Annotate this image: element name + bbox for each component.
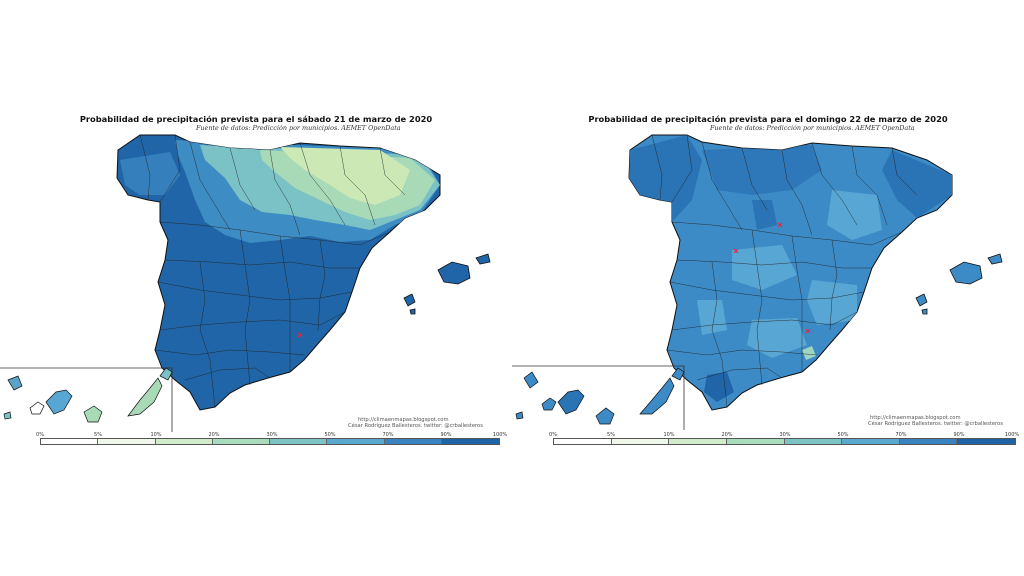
legend-label: 20%	[208, 432, 220, 438]
legend-label: 30%	[779, 432, 791, 438]
legend-label: 10%	[663, 432, 675, 438]
precipitation-map-sunday	[512, 134, 1003, 430]
legend-label: 90%	[440, 432, 452, 438]
legend-swatch	[384, 439, 442, 444]
mainland-spain-shape	[628, 134, 953, 411]
legend-color-bar	[553, 438, 1016, 445]
province-borders	[139, 134, 406, 408]
balearic-islands	[403, 253, 491, 315]
credit-url: http://climaenmapas.blogspot.com	[358, 417, 449, 423]
legend-label: 30%	[266, 432, 278, 438]
precipitation-map-saturday	[0, 134, 491, 432]
legend-label: 70%	[382, 432, 394, 438]
legend-swatch	[41, 439, 99, 444]
credit-url: http://climaenmapas.blogspot.com	[870, 415, 961, 421]
legend-swatch	[327, 439, 385, 444]
map-title: Probabilidad de precipitación prevista p…	[79, 114, 433, 124]
legend-label: 100%	[492, 432, 508, 438]
legend-swatch	[611, 439, 670, 444]
map-subtitle: Fuente de datos: Predicción por municipi…	[196, 124, 401, 132]
legend-swatch	[270, 439, 328, 444]
mainland-spain-shape	[116, 134, 441, 411]
legend-label: 5%	[94, 432, 102, 438]
legend-label: 0%	[36, 432, 44, 438]
canary-islands-inset	[512, 365, 685, 430]
map-panel-sunday: Probabilidad de precipitación prevista p…	[512, 0, 1024, 576]
legend-swatch	[441, 439, 499, 444]
legend-label: 50%	[324, 432, 336, 438]
credit-author: César Rodríguez Ballesteros. twitter: @c…	[348, 423, 483, 429]
legend-swatch	[212, 439, 270, 444]
legend-label: 90%	[953, 432, 965, 438]
legend-swatch	[784, 439, 843, 444]
credit-author: César Rodríguez Ballesteros. twitter: @c…	[868, 421, 1003, 427]
legend-swatch	[726, 439, 785, 444]
legend-swatch	[98, 439, 156, 444]
canary-islands-inset	[0, 367, 173, 432]
legend-label: 10%	[150, 432, 162, 438]
legend-swatch	[842, 439, 900, 444]
legend-color-bar	[40, 438, 500, 445]
legend-swatch	[899, 439, 958, 444]
legend-swatch	[957, 439, 1015, 444]
province-borders	[651, 134, 918, 408]
legend-label: 70%	[895, 432, 907, 438]
map-panel-saturday: Probabilidad de precipitación prevista p…	[0, 114, 508, 445]
legend-label: 0%	[549, 432, 557, 438]
legend-label: 100%	[1004, 432, 1020, 438]
legend-swatch	[554, 439, 612, 444]
map-title: Probabilidad de precipitación prevista p…	[588, 114, 948, 124]
balearic-islands	[915, 253, 1003, 315]
legend-swatch	[155, 439, 213, 444]
legend-swatch	[669, 439, 727, 444]
legend-label: 5%	[607, 432, 615, 438]
map-subtitle: Fuente de datos: Predicción por municipi…	[710, 124, 915, 132]
legend-label: 50%	[837, 432, 849, 438]
legend-label: 20%	[721, 432, 733, 438]
